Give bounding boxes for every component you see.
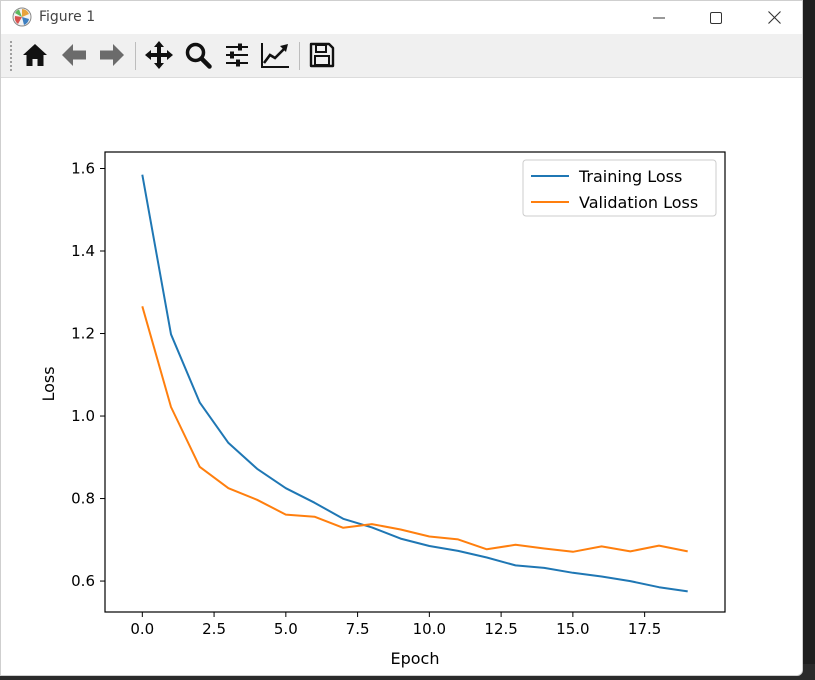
x-tick-label: 7.5 — [346, 620, 370, 638]
x-tick-label: 0.0 — [130, 620, 154, 638]
minimize-icon — [653, 17, 665, 18]
zoom-button[interactable] — [181, 38, 215, 72]
y-axis-label: Loss — [39, 366, 58, 401]
save-icon — [309, 42, 335, 68]
x-tick-label: 5.0 — [274, 620, 298, 638]
title-bar[interactable]: Figure 1 — [1, 1, 802, 34]
arrow-left-icon — [62, 44, 86, 66]
sliders-icon — [226, 43, 248, 67]
series-line-training-loss — [141, 174, 688, 593]
arrow-right-icon — [100, 44, 124, 66]
series-line-validation-loss — [141, 306, 688, 553]
y-tick-label: 1.2 — [71, 325, 95, 343]
x-axis-label: Epoch — [391, 649, 440, 668]
close-button[interactable] — [745, 1, 802, 34]
toolbar-separator — [299, 42, 300, 70]
pan-button[interactable] — [142, 38, 176, 72]
y-tick-label: 0.8 — [71, 490, 95, 508]
home-icon — [23, 44, 47, 66]
figure-window: Figure 1 — [0, 0, 803, 676]
y-tick-label: 1.4 — [71, 242, 95, 260]
customize-button[interactable] — [258, 38, 292, 72]
y-tick-label: 1.0 — [71, 407, 95, 425]
loss-chart: Loss Epoch 0.0 2.5 5.0 7.5 10.0 12.5 15.0 17.5 0… — [39, 151, 726, 668]
maximize-button[interactable] — [687, 1, 745, 34]
x-tick-label: 15.0 — [556, 620, 589, 638]
navigation-toolbar — [1, 34, 802, 78]
legend-label: Validation Loss — [579, 193, 698, 212]
window-title: Figure 1 — [39, 9, 96, 25]
maximize-icon — [710, 11, 722, 24]
close-icon — [767, 11, 781, 24]
legend-label: Training Loss — [578, 167, 682, 186]
figure-canvas[interactable]: Loss Epoch 0.0 2.5 5.0 7.5 10.0 12.5 15.0 17.5 0… — [1, 78, 802, 675]
subplots-button[interactable] — [220, 38, 254, 72]
save-button[interactable] — [305, 38, 339, 72]
x-tick-label: 12.5 — [484, 620, 517, 638]
home-button[interactable] — [18, 38, 52, 72]
axes-frame — [104, 151, 726, 613]
minimize-button[interactable] — [630, 1, 688, 34]
matplotlib-logo-icon — [12, 7, 32, 27]
line-chart-icon — [261, 43, 289, 68]
toolbar-grip[interactable] — [9, 40, 13, 72]
forward-button[interactable] — [95, 38, 129, 72]
back-button[interactable] — [57, 38, 91, 72]
x-tick-label: 17.5 — [628, 620, 661, 638]
y-tick-label: 0.6 — [71, 572, 95, 590]
zoom-icon — [185, 42, 212, 69]
legend-box — [522, 159, 717, 217]
move-icon — [145, 41, 173, 69]
x-tick-label: 2.5 — [202, 620, 226, 638]
y-tick-label: 1.6 — [71, 160, 95, 178]
x-tick-label: 10.0 — [413, 620, 446, 638]
toolbar-separator — [135, 42, 136, 70]
